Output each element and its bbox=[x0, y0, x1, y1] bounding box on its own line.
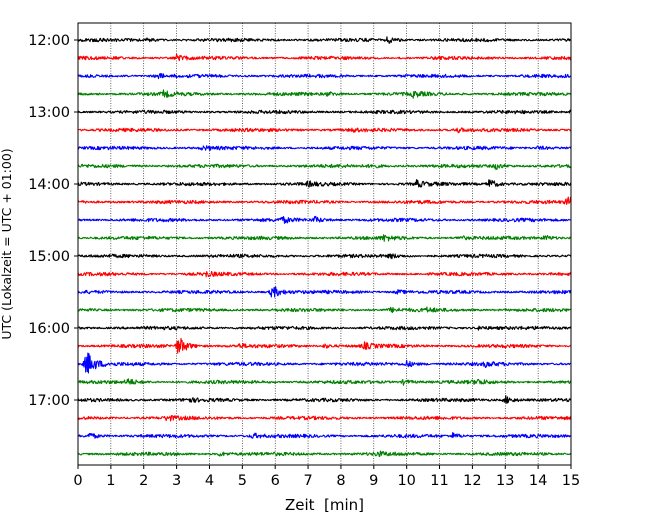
trace-line bbox=[77, 286, 572, 298]
trace-line bbox=[77, 414, 572, 422]
y-tick-label: 14:00 bbox=[28, 177, 70, 193]
trace-line bbox=[77, 337, 572, 354]
y-axis-label: UTC (Lokalzeit = UTC + 01:00) bbox=[0, 148, 14, 339]
trace-line bbox=[77, 395, 572, 404]
trace-line bbox=[77, 89, 572, 99]
x-tick-label: 2 bbox=[139, 473, 148, 489]
x-tick-label: 9 bbox=[369, 473, 378, 489]
trace-line bbox=[77, 306, 572, 314]
x-tick-label: 13 bbox=[496, 473, 514, 489]
y-tick-label: 16:00 bbox=[28, 321, 70, 337]
trace-line bbox=[77, 253, 572, 260]
x-tick-label: 0 bbox=[73, 473, 82, 489]
x-axis-label: Zeit [min] bbox=[285, 496, 364, 514]
trace-line bbox=[77, 352, 572, 374]
trace-line bbox=[77, 163, 572, 171]
plot-background bbox=[78, 23, 571, 465]
x-tick-label: 7 bbox=[303, 473, 312, 489]
trace-line bbox=[77, 145, 572, 151]
y-tick-label: 13:00 bbox=[28, 105, 70, 121]
trace-line bbox=[77, 36, 572, 44]
x-tick-label: 5 bbox=[238, 473, 247, 489]
trace-line bbox=[77, 53, 572, 62]
trace-line bbox=[77, 215, 572, 224]
plot-frame bbox=[77, 22, 572, 466]
trace-line bbox=[77, 72, 572, 80]
x-axis-ticks: 0 1 2 3 4 5 6 7 8 9 10 11 12 13 14 15 bbox=[73, 465, 580, 489]
trace-line bbox=[77, 378, 572, 386]
trace-line bbox=[77, 270, 572, 278]
x-tick-label: 4 bbox=[205, 473, 214, 489]
x-tick-label: 14 bbox=[529, 473, 547, 489]
x-tick-label: 6 bbox=[271, 473, 280, 489]
trace-line bbox=[77, 432, 572, 439]
x-tick-label: 1 bbox=[106, 473, 115, 489]
trace-line bbox=[77, 196, 572, 205]
x-tick-label: 8 bbox=[336, 473, 345, 489]
trace-line bbox=[77, 234, 572, 242]
y-tick-label: 15:00 bbox=[28, 249, 70, 265]
x-tick-label: 15 bbox=[562, 473, 580, 489]
trace-line bbox=[77, 127, 572, 134]
x-tick-label: 3 bbox=[172, 473, 181, 489]
trace-line bbox=[77, 108, 572, 115]
y-tick-label: 17:00 bbox=[28, 393, 70, 409]
y-tick-label: 12:00 bbox=[28, 33, 70, 49]
seismogram-traces bbox=[77, 36, 572, 458]
trace-line bbox=[77, 450, 572, 458]
x-tick-label: 12 bbox=[463, 473, 481, 489]
x-tick-label: 11 bbox=[430, 473, 448, 489]
x-tick-label: 10 bbox=[397, 473, 415, 489]
trace-line bbox=[77, 179, 572, 188]
y-axis-ticks: 12:00 13:00 14:00 15:00 16:00 17:00 bbox=[28, 33, 78, 409]
vertical-grid bbox=[110, 23, 539, 465]
trace-line bbox=[77, 325, 572, 331]
